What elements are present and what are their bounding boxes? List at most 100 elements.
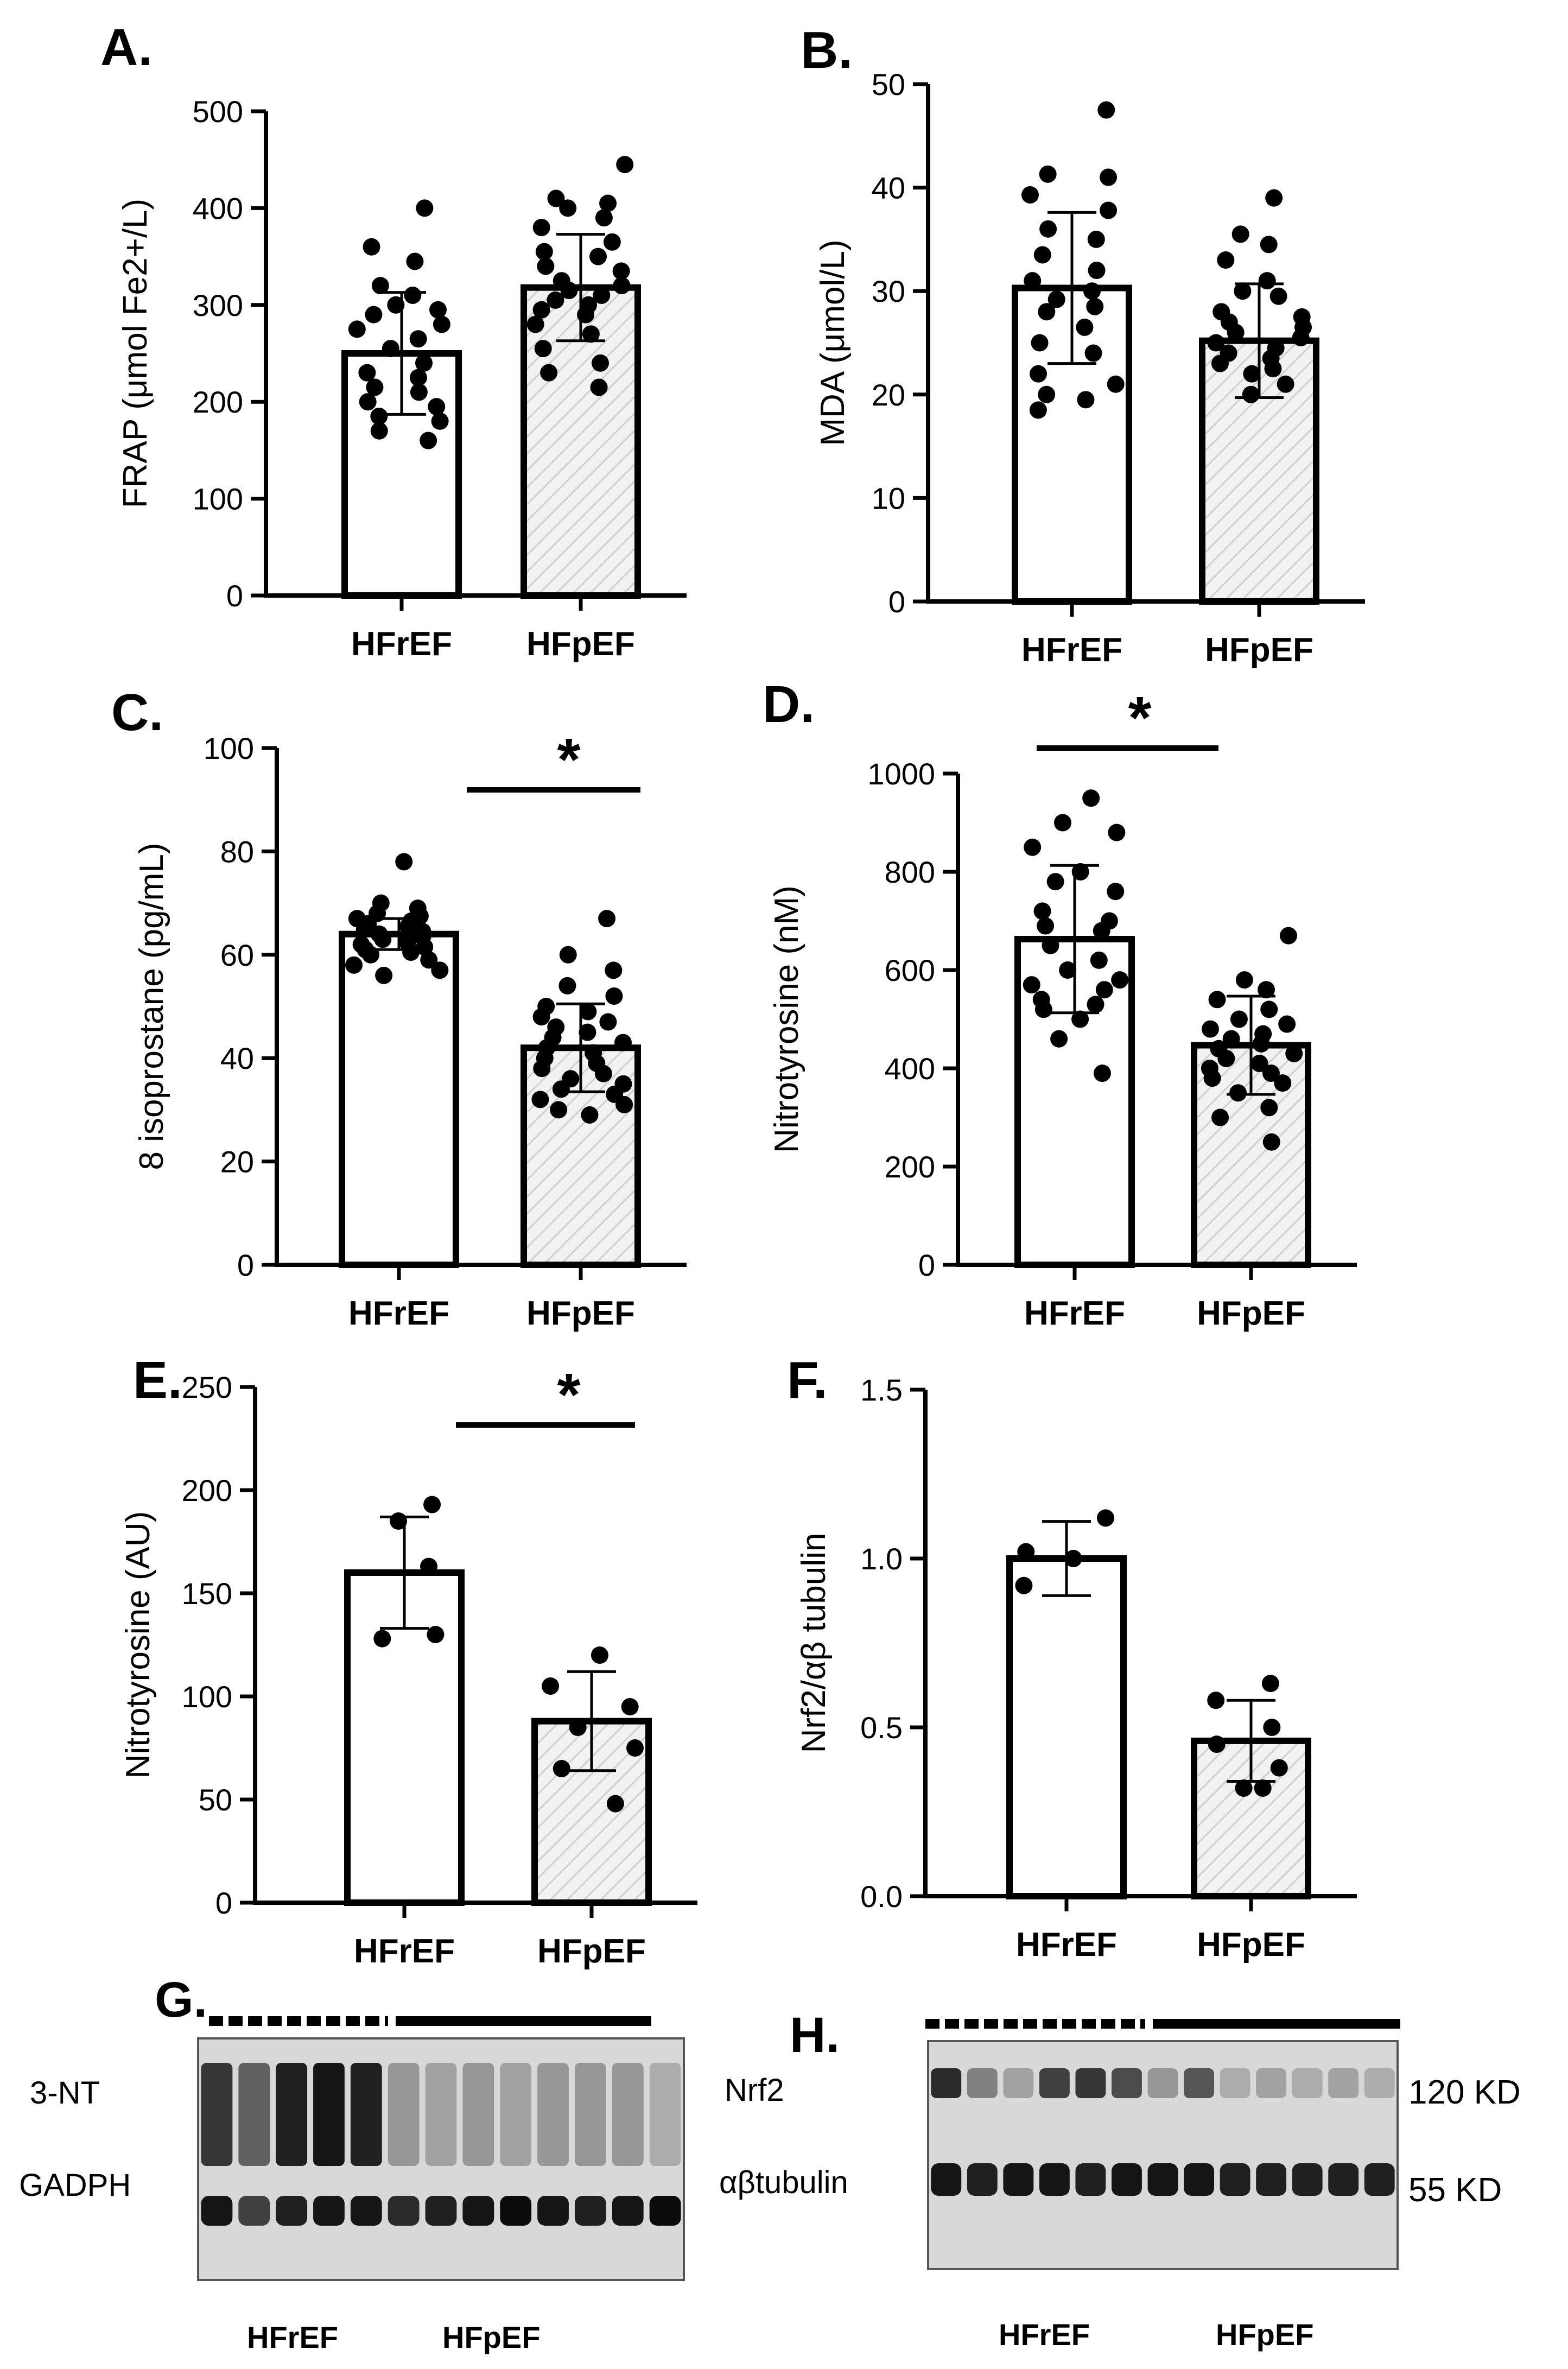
y-tick-label-c: 80 <box>220 834 254 869</box>
blot-h-band-top <box>1112 2068 1142 2098</box>
data-point-c <box>375 966 393 984</box>
data-point-f <box>1015 1576 1033 1594</box>
data-point-b <box>1077 391 1095 409</box>
data-point-c <box>420 951 438 969</box>
data-point-d <box>1050 1030 1068 1048</box>
blot-g-band-bottom <box>462 2196 494 2226</box>
y-tick-label-e: 50 <box>199 1783 232 1817</box>
data-point-b <box>1265 189 1283 207</box>
data-point-a <box>370 407 388 425</box>
blot-g-band-top <box>425 2063 457 2166</box>
y-tick-label-e: 200 <box>182 1473 232 1507</box>
data-point-d <box>1071 863 1089 881</box>
data-point-a <box>431 412 449 430</box>
data-point-b <box>1083 282 1101 300</box>
data-point-f <box>1235 1779 1253 1797</box>
data-point-f <box>1270 1759 1288 1777</box>
data-point-f <box>1017 1543 1035 1561</box>
charts-layer: A.FRAP (μmol Fe2+/L)0100200300400500HFrE… <box>100 18 1365 1970</box>
x-tick-label-c: HFrEF <box>348 1295 449 1332</box>
data-point-a <box>532 219 550 237</box>
data-point-d <box>1280 927 1298 945</box>
blot-g-band-bottom <box>574 2196 606 2226</box>
chart-panel-f: F. Nrf2/αβ tubulin 0.0 0.5 1.0 1.5 HFrEF HFpEF <box>787 1351 1357 1963</box>
data-point-c <box>395 853 413 871</box>
data-point-c <box>599 1013 617 1031</box>
data-point-a <box>428 398 446 416</box>
data-point-c <box>614 1034 632 1052</box>
data-point-d <box>1285 1044 1303 1062</box>
y-tick-label-d: 600 <box>885 953 935 987</box>
data-point-a <box>535 243 553 261</box>
x-tick-label-a: HFpEF <box>526 625 635 663</box>
data-point-e <box>423 1496 441 1513</box>
panel-label-h: H. <box>790 2007 840 2063</box>
data-point-d <box>1235 971 1253 989</box>
data-point-f <box>1064 1550 1082 1567</box>
data-point-c <box>581 1106 599 1124</box>
data-point-a <box>365 306 383 324</box>
blot-g-band-bottom <box>500 2196 532 2226</box>
blot-g-band-top <box>313 2063 345 2166</box>
bar-f-hfref <box>1006 1555 1127 1899</box>
data-point-a <box>526 315 544 333</box>
data-point-a <box>537 257 555 275</box>
data-point-f <box>1263 1719 1281 1736</box>
data-point-b <box>1231 225 1249 243</box>
blot-h-band-bottom <box>1147 2163 1178 2196</box>
x-tick-label-c: HFpEF <box>526 1295 635 1332</box>
panel-label-f: F. <box>787 1351 828 1409</box>
bar-c-hfref <box>339 930 459 1268</box>
data-point-a <box>613 277 631 295</box>
data-point-b <box>1243 365 1261 383</box>
data-point-c <box>605 961 623 979</box>
data-point-b <box>1260 236 1278 254</box>
data-point-a <box>599 194 617 212</box>
y-tick-label-d: 200 <box>885 1150 935 1184</box>
data-point-a <box>348 320 366 338</box>
y-tick-label-c: 100 <box>204 731 254 765</box>
data-point-d <box>1229 1084 1247 1102</box>
data-point-e <box>569 1719 587 1736</box>
data-point-b <box>1038 385 1056 403</box>
data-point-a <box>415 354 433 372</box>
data-point-d <box>1034 1000 1052 1018</box>
data-point-b <box>1039 165 1057 183</box>
blot-h-band-bottom <box>1112 2163 1142 2196</box>
y-tick-label-c: 20 <box>220 1145 254 1179</box>
data-point-e <box>542 1677 560 1695</box>
blot-h-band-bottom <box>931 2163 962 2196</box>
data-point-b <box>1211 354 1229 372</box>
blot-h-band-top <box>931 2068 962 2098</box>
data-point-b <box>1217 251 1235 269</box>
y-tick-label-a: 100 <box>193 482 243 516</box>
blot-g-band-top <box>612 2063 644 2166</box>
data-point-b <box>1033 246 1051 264</box>
data-point-b <box>1234 282 1252 300</box>
data-point-b <box>1107 375 1125 393</box>
y-tick-label-a: 400 <box>193 191 243 225</box>
data-point-d <box>1082 789 1100 807</box>
blot-h-band-bottom <box>1003 2163 1034 2196</box>
data-point-f <box>1261 1675 1279 1693</box>
data-point-d <box>1274 1074 1292 1092</box>
blot-panel-g: G. 3-NT GADPH HFrEF HFpEF <box>19 1972 685 2354</box>
data-point-f <box>1208 1735 1226 1753</box>
chart-panel-a: A. FRAP (μmol Fe2+/L) 0 100 200 300 400 500 HFrE… <box>100 18 687 663</box>
data-point-c <box>605 987 623 1005</box>
data-point-e <box>626 1739 644 1757</box>
blot-g-band-bottom <box>537 2196 569 2226</box>
data-point-b <box>1087 230 1105 248</box>
data-point-b <box>1100 201 1118 219</box>
data-point-c <box>399 917 417 935</box>
data-point-a <box>595 209 613 227</box>
blot-h-band-top <box>1075 2068 1106 2098</box>
data-point-d <box>1211 1109 1229 1126</box>
data-point-f <box>1207 1692 1225 1709</box>
data-point-c <box>579 1003 597 1021</box>
blot-g-band-top <box>201 2063 233 2166</box>
blot-g-group-hfref: HFrEF <box>247 2320 338 2354</box>
panel-label-c: C. <box>111 683 163 742</box>
data-point-e <box>427 1626 445 1643</box>
